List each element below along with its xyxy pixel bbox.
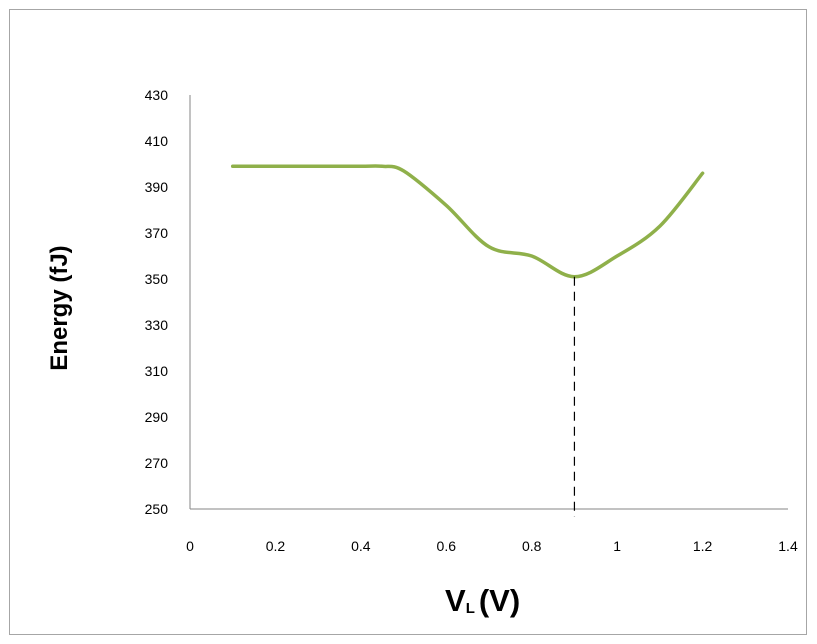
y-tick-label: 310 [145, 363, 169, 379]
y-tick-labels: 250 270 290 310 330 350 370 390 410 430 [145, 87, 169, 517]
y-tick-label: 430 [145, 87, 169, 103]
energy-series-line [230, 164, 705, 279]
y-tick-label: 370 [145, 225, 169, 241]
y-tick-label: 350 [145, 271, 169, 287]
x-tick-label: 0 [186, 538, 194, 554]
x-axis-label-unit: (V) [479, 583, 520, 618]
y-tick-label: 250 [145, 501, 169, 517]
y-tick-label: 290 [145, 409, 169, 425]
y-tick-label: 270 [145, 455, 169, 471]
x-tick-label: 0.2 [266, 538, 286, 554]
y-tick-label: 410 [145, 133, 169, 149]
x-tick-label: 1.2 [693, 538, 713, 554]
x-axis-label: VL (V) [445, 583, 520, 618]
y-tick-label: 390 [145, 179, 169, 195]
chart-frame [9, 9, 807, 635]
x-tick-label: 1 [613, 538, 621, 554]
x-tick-label: 0.6 [437, 538, 457, 554]
x-axis-label-main: V [445, 583, 466, 618]
y-tick-label: 330 [145, 317, 169, 333]
plot-area [230, 164, 705, 517]
y-axis-label: Energy (fJ) [46, 245, 73, 370]
x-tick-labels: 0 0.2 0.4 0.6 0.8 1 1.2 1.4 [186, 538, 798, 554]
x-tick-label: 0.8 [522, 538, 542, 554]
x-tick-label: 1.4 [778, 538, 798, 554]
x-axis-label-subscript: L [466, 600, 475, 617]
axes [189, 95, 788, 510]
x-tick-label: 0.4 [351, 538, 371, 554]
